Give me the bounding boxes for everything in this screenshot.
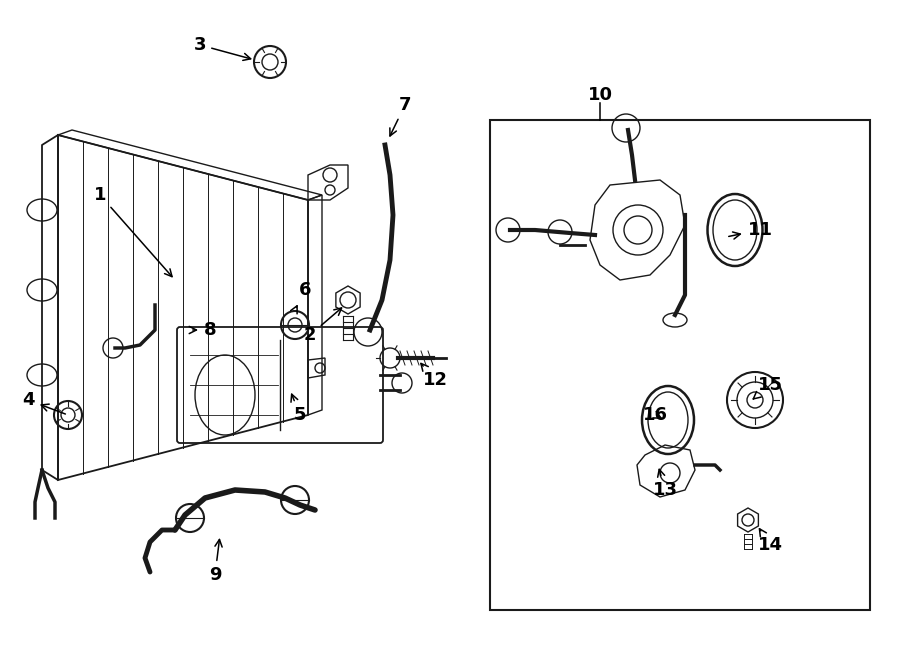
Text: 7: 7 — [390, 96, 411, 136]
Text: 5: 5 — [291, 394, 306, 424]
Text: 14: 14 — [758, 529, 782, 554]
Text: 16: 16 — [643, 406, 668, 424]
Text: 9: 9 — [209, 539, 222, 584]
Text: 4: 4 — [22, 391, 66, 414]
Text: 10: 10 — [588, 86, 613, 104]
Text: 12: 12 — [421, 364, 447, 389]
Text: 15: 15 — [753, 376, 782, 399]
Text: 11: 11 — [729, 221, 772, 239]
Bar — [490, 120, 870, 610]
Text: 1: 1 — [94, 186, 172, 277]
Text: 6: 6 — [291, 281, 311, 314]
Text: 13: 13 — [652, 469, 678, 499]
Text: 2: 2 — [304, 308, 342, 344]
Text: 8: 8 — [189, 321, 216, 339]
Text: 3: 3 — [194, 36, 251, 60]
